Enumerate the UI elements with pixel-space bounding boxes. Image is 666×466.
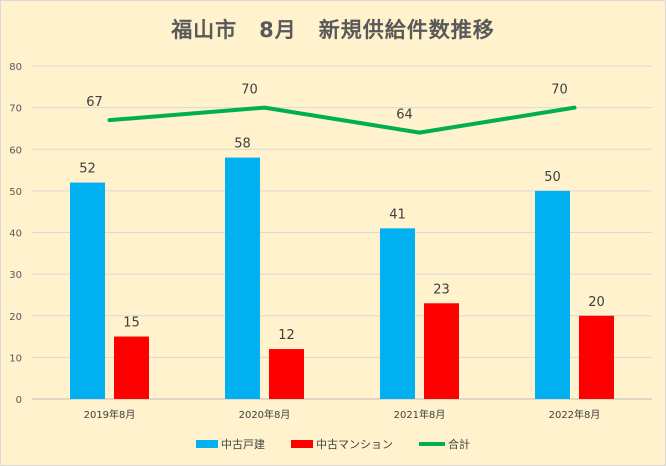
data-label: 50 <box>544 170 561 185</box>
series-line <box>107 105 577 135</box>
x-tick-label: 2021年8月 <box>394 408 446 421</box>
y-tick-label: 50 <box>9 187 22 198</box>
data-label: 15 <box>123 316 140 331</box>
data-label: 23 <box>433 282 450 297</box>
data-label: 20 <box>588 295 605 310</box>
data-label: 58 <box>234 137 251 152</box>
x-tick-label: 2022年8月 <box>549 408 601 421</box>
y-tick-label: 70 <box>9 104 22 115</box>
y-tick-label: 20 <box>9 312 22 323</box>
legend: 中古戸建 中古マンション 合計 <box>0 436 666 452</box>
legend-label-total: 合計 <box>448 438 470 451</box>
data-label: 64 <box>396 108 413 123</box>
y-tick-label: 60 <box>9 145 22 156</box>
legend-item-detached-house: 中古戸建 <box>196 436 265 452</box>
bar <box>535 190 570 399</box>
bar <box>70 182 105 399</box>
x-tick-label: 2020年8月 <box>239 408 291 421</box>
y-tick-label: 10 <box>9 353 22 364</box>
y-tick-label: 0 <box>16 395 22 406</box>
y-tick-label: 40 <box>9 229 22 240</box>
data-label: 67 <box>86 95 103 110</box>
data-label: 70 <box>241 83 258 98</box>
bar <box>424 303 459 399</box>
y-tick-label: 80 <box>9 62 22 73</box>
legend-swatch-detached-house <box>196 440 218 448</box>
legend-swatch-total <box>419 442 445 446</box>
y-tick-label: 30 <box>9 270 22 281</box>
bar <box>225 157 260 399</box>
data-label: 12 <box>278 328 295 343</box>
data-label: 52 <box>79 162 96 177</box>
bar <box>114 336 149 399</box>
legend-swatch-condominium <box>291 440 313 448</box>
legend-item-condominium: 中古マンション <box>291 436 393 452</box>
x-tick-label: 2019年8月 <box>84 408 136 421</box>
data-label: 41 <box>389 207 406 222</box>
legend-item-total: 合計 <box>419 436 470 452</box>
legend-label-detached-house: 中古戸建 <box>221 438 265 451</box>
bar <box>380 228 415 399</box>
chart-title: 福山市 8月 新規供給件数推移 <box>171 18 495 42</box>
data-label: 70 <box>551 83 568 98</box>
bar <box>269 349 304 399</box>
bar <box>579 315 614 399</box>
legend-label-condominium: 中古マンション <box>316 438 393 451</box>
